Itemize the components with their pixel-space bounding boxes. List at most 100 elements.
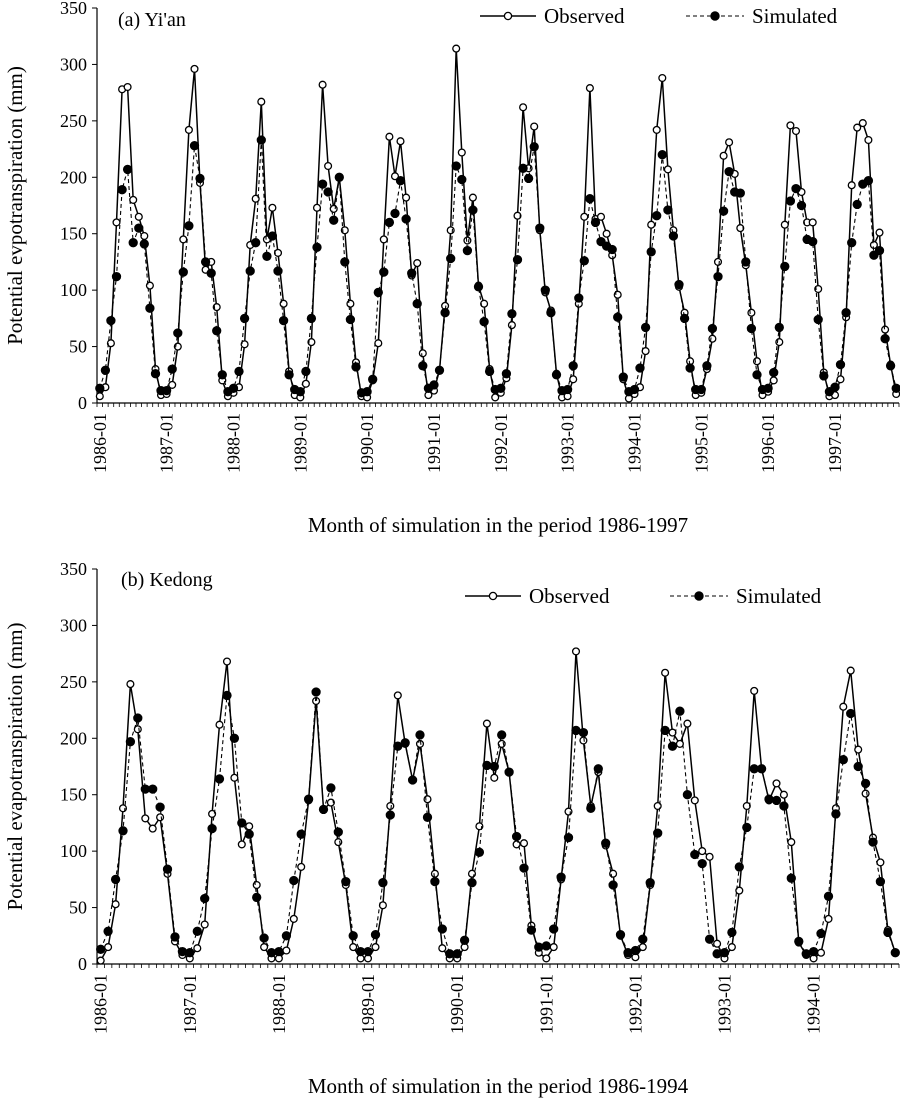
simulated-point [434,365,445,375]
observed-point [791,126,801,136]
simulated-point [734,862,744,872]
simulated-series-line [100,691,896,955]
simulated-point [474,847,485,857]
observed-point [141,814,150,823]
simulated-point [880,334,890,344]
observed-point [647,220,656,229]
simulated-point [118,826,128,836]
y-tick-label: 150 [60,224,87,244]
observed-point [713,939,722,948]
observed-point [690,796,699,805]
y-tick-label: 200 [60,167,87,187]
observed-point [282,946,291,955]
observed-point [297,862,306,871]
simulated-point [764,794,774,804]
y-tick-label: 300 [60,615,87,635]
simulated-point [835,359,846,370]
observed-point [808,218,817,227]
observed-point [467,869,477,878]
simulated-point [95,383,105,393]
simulated-point [741,257,751,267]
observed-point [252,880,261,890]
x-tick-label: 1993-01 [714,974,734,1034]
simulated-point [373,287,383,298]
y-tick-label: 250 [60,672,87,692]
simulated-point [385,810,395,820]
observed-point [814,284,823,294]
simulated-point [312,242,322,252]
simulated-point [786,873,796,883]
simulated-point [103,926,113,936]
simulated-point [259,933,269,943]
observed-point [602,229,611,238]
simulated-point [607,244,617,255]
observed-point [393,691,402,700]
simulated-point [579,256,589,266]
simulated-point [707,323,718,334]
simulated-point [556,872,566,882]
simulated-point [613,312,623,322]
observed-point [839,702,848,711]
simulated-point [368,374,378,384]
observed-point [215,720,224,729]
observed-point [268,203,277,212]
simulated-point [173,328,183,338]
simulated-point [301,366,311,377]
simulated-point [429,380,439,390]
simulated-point [284,370,294,380]
simulated-point [727,927,737,938]
simulated-point [251,238,261,248]
panel-yian: 0 50 100 150 200 250 300 350 1986-01 1987-01 1988-… [3,0,900,537]
simulated-point [546,308,556,318]
simulated-point [340,257,350,267]
x-tick-label: 1990-01 [447,974,467,1034]
observed-point [675,739,684,748]
simulated-point [306,313,317,324]
x-tick-label: 1987-01 [157,413,177,473]
simulated-point [111,271,122,282]
simulated-point [590,217,601,228]
observed-point [374,339,383,348]
simulated-point [185,948,195,958]
panel-kedong: 0 50 100 150 200 250 300 350 1986-01 1987-01 1988-… [3,559,900,1098]
observed-point [854,745,863,754]
simulated-point [184,221,194,231]
simulated-point [234,366,244,377]
simulated-point [593,764,603,774]
simulated-point [273,266,283,276]
simulated-point [497,730,507,740]
simulated-point [794,936,804,947]
observed-point [861,789,870,798]
observed-point [663,165,672,174]
simulated-point [719,948,730,958]
observed-point [184,125,193,134]
observed-point [385,132,394,141]
simulated-point [323,187,333,197]
observed-point [95,392,104,401]
simulated-point [679,313,690,324]
observed-point [705,852,714,861]
observed-point [104,943,113,952]
y-tick-label: 350 [60,0,87,18]
simulated-point [724,166,734,177]
observed-point [727,943,736,952]
observed-point [190,64,199,73]
simulated-point [363,946,373,957]
simulated-point [311,687,321,697]
simulated-point [195,173,205,184]
legend-simulated-marker [710,11,720,21]
observed-point [542,954,551,963]
simulated-point [345,314,356,325]
x-tick-label: 1996-01 [758,413,778,473]
observed-series-line [99,48,897,400]
simulated-point [192,926,202,936]
observed-point [413,259,422,268]
simulated-point [200,257,211,267]
simulated-point [653,828,663,838]
simulated-point [100,365,111,375]
x-axis-title: Month of simulation in the period 1986-1… [308,513,688,537]
simulated-point [682,790,693,800]
simulated-point [549,924,559,934]
simulated-point [266,948,277,958]
observed-point [585,84,594,93]
